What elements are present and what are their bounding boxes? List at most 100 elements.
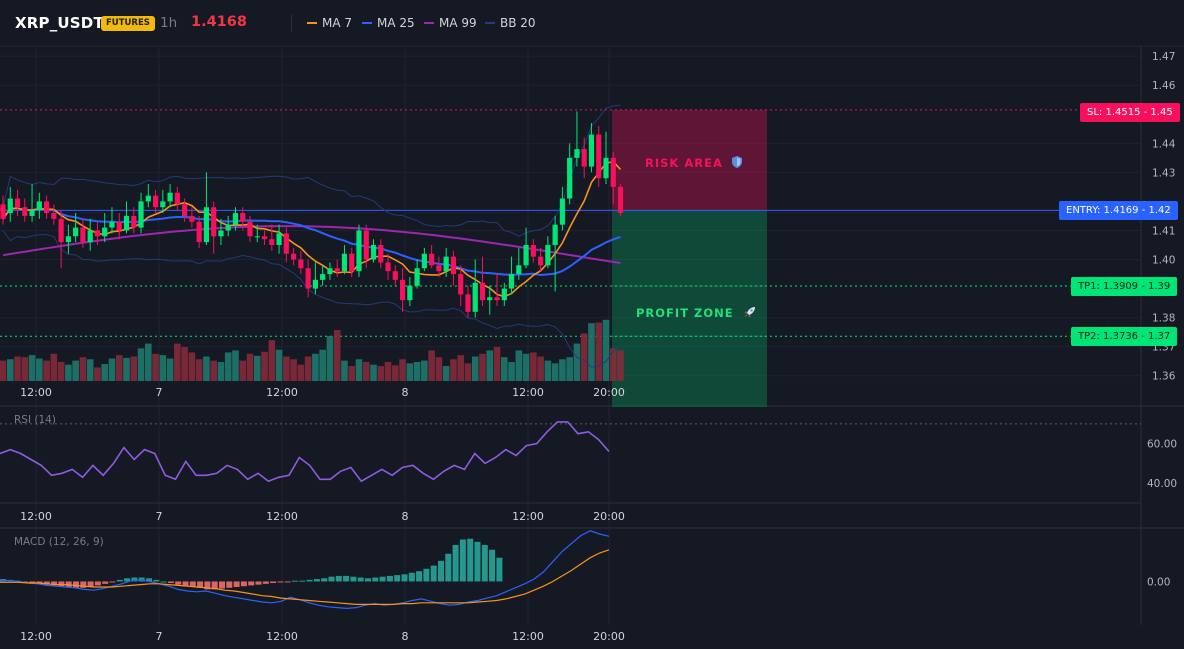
time-tick-label: 20:00: [593, 386, 625, 399]
volume-bar: [392, 365, 399, 381]
candle-body: [487, 297, 493, 301]
candle-body: [327, 268, 333, 275]
volume-bar: [50, 353, 58, 381]
candle-body: [516, 265, 522, 275]
legend-ma7-label: MA 7: [322, 16, 353, 30]
volume-bar: [65, 364, 72, 381]
volume-bar: [246, 353, 254, 381]
volume-bar: [14, 356, 21, 381]
macd-histogram-bar: [124, 578, 131, 582]
legend-ma25[interactable]: MA 25: [362, 16, 415, 30]
candle-body: [494, 297, 500, 301]
time-tick-label: 7: [156, 630, 163, 643]
macd-histogram-bar: [248, 581, 255, 586]
macd-histogram-bar: [408, 572, 415, 582]
volume-bar: [428, 350, 435, 381]
volume-bar: [217, 361, 225, 381]
risk-area-label: RISK AREA: [645, 156, 742, 170]
macd-histogram-bar: [94, 581, 101, 586]
last-price: 1.4168: [191, 14, 247, 30]
macd-histogram-bar: [51, 581, 58, 586]
macd-histogram-bar: [343, 575, 350, 582]
volume-bar: [224, 352, 232, 381]
macd-histogram-bar: [459, 539, 466, 582]
legend-bb20[interactable]: BB 20: [485, 16, 536, 30]
candle-body: [247, 221, 253, 237]
macd-histogram-bar: [204, 581, 211, 590]
candle-body: [276, 233, 282, 246]
volume-bar: [137, 348, 145, 381]
candle-body: [261, 236, 268, 240]
macd-histogram-bar: [474, 541, 481, 582]
rsi-line: [0, 421, 610, 483]
macd-histogram-bar: [131, 577, 138, 582]
volume-bar: [464, 363, 472, 381]
tp1-level-pill[interactable]: TP1: 1.3909 - 1.39: [1071, 277, 1178, 296]
candle-body: [36, 201, 42, 211]
candle-body: [43, 201, 50, 214]
macd-histogram-bar: [394, 575, 401, 582]
volume-bar: [283, 356, 290, 381]
volume-bar: [617, 350, 624, 381]
candle-body: [80, 227, 86, 243]
legend-ma7[interactable]: MA 7: [307, 16, 352, 30]
volume-bar: [508, 361, 515, 381]
candle-body: [320, 274, 326, 280]
entry-level-pill[interactable]: ENTRY: 1.4169 - 1.42: [1059, 201, 1178, 220]
volume-bar: [450, 359, 457, 381]
sl-level-pill[interactable]: SL: 1.4515 - 1.45: [1080, 103, 1180, 122]
volume-bar: [101, 364, 109, 381]
candle-body: [51, 213, 57, 219]
macd-histogram-bar: [386, 575, 393, 582]
candle-body: [523, 245, 529, 266]
ma7-swatch: [307, 21, 317, 24]
volume-bar: [145, 343, 152, 381]
symbol-name[interactable]: XRP_USDT: [15, 14, 104, 32]
time-tick-label: 12:00: [512, 630, 544, 643]
macd-histogram-bar: [58, 581, 65, 587]
candle-body: [363, 230, 369, 260]
volume-bar: [457, 355, 464, 381]
rsi-tick-label: 40.00: [1147, 478, 1177, 490]
candle-body: [131, 215, 137, 228]
candle-body: [479, 282, 486, 301]
candle-body: [458, 274, 464, 295]
candle-body: [94, 230, 101, 237]
timeframe-label[interactable]: 1h: [160, 15, 178, 31]
candle-body: [588, 134, 595, 167]
volume-bar: [195, 359, 203, 381]
volume-bar: [486, 350, 494, 381]
legend-ma99[interactable]: MA 99: [424, 16, 477, 30]
macd-histogram-bar: [167, 581, 174, 584]
volume-bar: [573, 343, 581, 381]
candle-body: [123, 215, 130, 231]
macd-histogram-bar: [284, 581, 291, 583]
candle-body: [574, 149, 580, 158]
volume-bar: [500, 357, 508, 381]
price-tick-label: 1.38: [1152, 313, 1175, 325]
volume-bar: [261, 351, 268, 381]
volume-bar: [348, 366, 356, 381]
time-tick-label: 12:00: [266, 630, 298, 643]
macd-histogram-bar: [335, 575, 342, 582]
volume-bar: [595, 322, 603, 381]
candle-body: [392, 271, 398, 280]
candle-body: [145, 195, 151, 202]
volume-bar: [21, 357, 29, 381]
rsi-pane-label: RSI (14): [14, 414, 56, 426]
tp2-level-pill[interactable]: TP2: 1.3736 - 1.37: [1071, 327, 1178, 346]
candle-body: [450, 256, 457, 275]
macd-histogram-bar: [467, 538, 474, 582]
macd-histogram-bar: [109, 581, 116, 583]
candle-body: [421, 253, 427, 269]
ma25-line: [2, 207, 621, 277]
shield-icon: [731, 156, 742, 168]
volume-bar: [188, 352, 196, 381]
macd-histogram-bar: [423, 568, 430, 582]
candle-body: [160, 201, 166, 208]
volume-bar: [413, 361, 421, 381]
volume-bar: [384, 361, 392, 381]
time-tick-label: 8: [402, 386, 409, 399]
macd-histogram-bar: [328, 576, 335, 582]
